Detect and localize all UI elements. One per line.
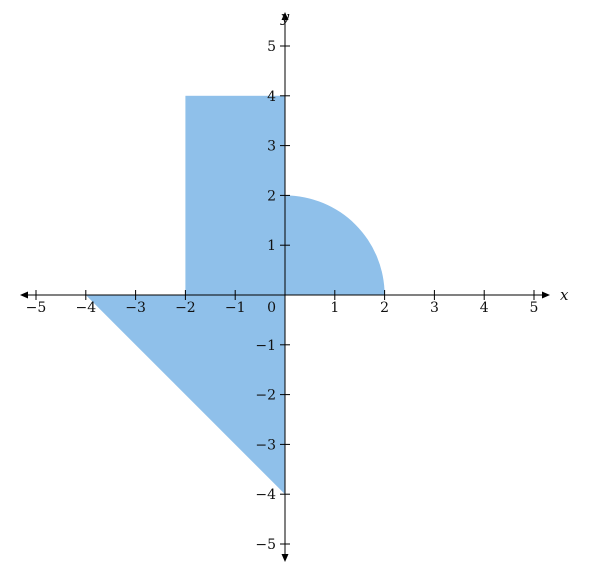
shaded-triangle — [85, 295, 285, 495]
x-axis-arrow-left — [20, 291, 28, 299]
axes — [20, 12, 550, 562]
x-axis-label: x — [560, 286, 569, 304]
y-tick-label: −5 — [255, 537, 276, 553]
y-axis-arrow-down — [281, 554, 289, 562]
y-tick-label: 4 — [267, 89, 276, 105]
x-tick-label: −4 — [75, 300, 96, 316]
shaded-regions — [85, 95, 385, 495]
tick-labels: −5 −4 −3 −2 −1 1 2 3 4 5 −5 −4 −3 −2 −1 1 2 3 4 5 — [26, 39, 539, 553]
origin-label: 0 — [267, 300, 276, 316]
x-tick-label: −3 — [125, 300, 146, 316]
x-tick-label: −2 — [175, 300, 196, 316]
x-tick-label: 1 — [330, 300, 339, 316]
x-tick-label: 4 — [480, 300, 489, 316]
x-tick-label: 5 — [530, 300, 539, 316]
y-tick-label: −1 — [255, 338, 276, 354]
y-axis-label: y — [280, 8, 290, 26]
tick-marks — [35, 45, 535, 545]
y-tick-label: −4 — [255, 487, 276, 503]
x-tick-label: −1 — [225, 300, 246, 316]
y-tick-label: 1 — [267, 238, 276, 254]
y-tick-label: −3 — [255, 437, 276, 453]
shaded-rectangle — [185, 95, 285, 295]
y-tick-label: −2 — [255, 388, 276, 404]
x-axis-arrow-right — [542, 291, 550, 299]
shaded-quarter-circle — [285, 195, 385, 295]
x-tick-label: 2 — [380, 300, 389, 316]
y-axis-arrow-up — [281, 12, 289, 20]
x-tick-label: 3 — [430, 300, 439, 316]
y-tick-label: 2 — [267, 188, 276, 204]
x-tick-label: −5 — [26, 300, 47, 316]
y-tick-label: 5 — [267, 39, 276, 55]
y-tick-label: 3 — [267, 139, 276, 155]
